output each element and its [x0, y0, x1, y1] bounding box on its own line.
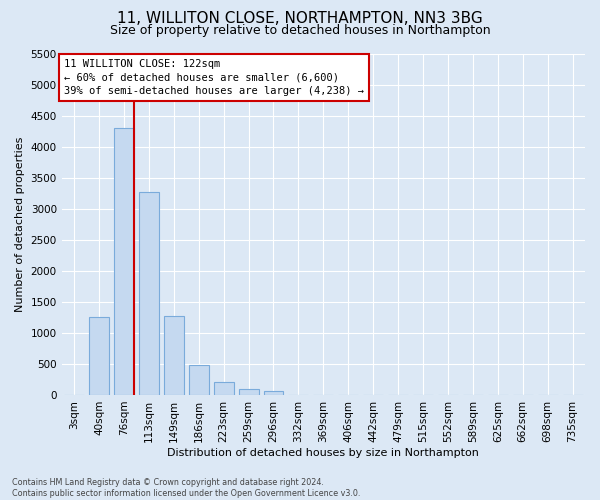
Bar — [239, 390, 259, 395]
Text: 11, WILLITON CLOSE, NORTHAMPTON, NN3 3BG: 11, WILLITON CLOSE, NORTHAMPTON, NN3 3BG — [117, 11, 483, 26]
Bar — [139, 192, 159, 395]
Text: Contains HM Land Registry data © Crown copyright and database right 2024.
Contai: Contains HM Land Registry data © Crown c… — [12, 478, 361, 498]
X-axis label: Distribution of detached houses by size in Northampton: Distribution of detached houses by size … — [167, 448, 479, 458]
Text: Size of property relative to detached houses in Northampton: Size of property relative to detached ho… — [110, 24, 490, 37]
Bar — [189, 365, 209, 395]
Bar — [164, 316, 184, 395]
Text: 11 WILLITON CLOSE: 122sqm
← 60% of detached houses are smaller (6,600)
39% of se: 11 WILLITON CLOSE: 122sqm ← 60% of detac… — [64, 59, 364, 96]
Bar — [114, 128, 134, 395]
Y-axis label: Number of detached properties: Number of detached properties — [15, 137, 25, 312]
Bar — [89, 318, 109, 395]
Bar — [263, 391, 283, 395]
Bar — [214, 382, 233, 395]
